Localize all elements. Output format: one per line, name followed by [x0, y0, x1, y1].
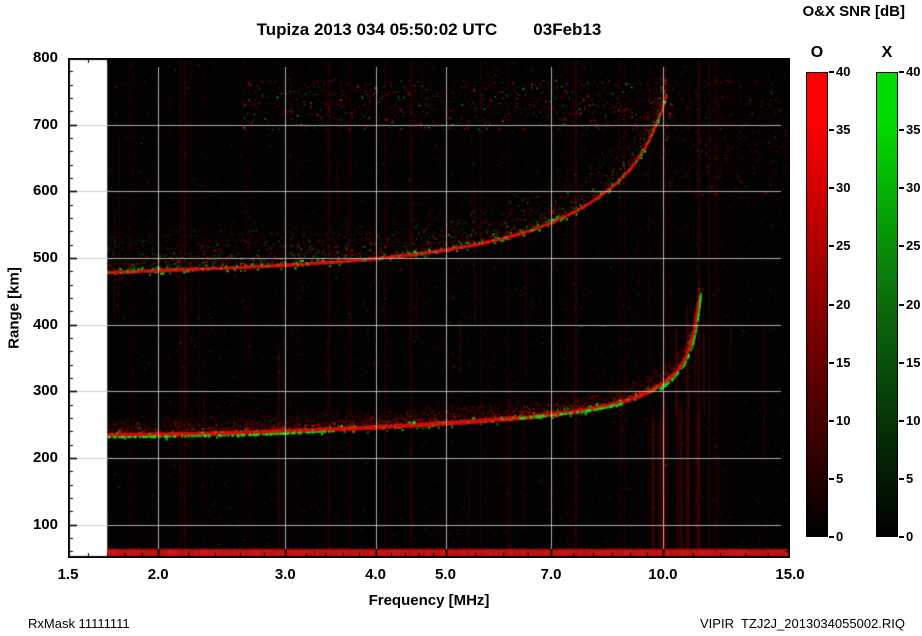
colorbar-tick-label: 35 [836, 122, 851, 138]
colorbar-tick-label: 30 [836, 180, 851, 196]
x-tick-label: 1.5 [57, 566, 79, 583]
colorbar-title: O&X SNR [dB] [802, 3, 906, 20]
x-tick-label: 15.0 [775, 566, 805, 583]
source-file-text: VIPIR TZJ2J_2013034055002.RIQ [700, 616, 905, 631]
colorbar-tick [899, 303, 904, 306]
colorbar-o-label: O [810, 44, 824, 61]
colorbar-tick [829, 477, 834, 480]
colorbar-tick [899, 419, 904, 422]
colorbar-tick [899, 245, 904, 248]
colorbar-tick-label: 30 [906, 180, 921, 196]
colorbar-tick [829, 536, 834, 538]
colorbar-tick [829, 419, 834, 422]
x-tick-label: 4.0 [365, 566, 386, 583]
y-tick-label: 500 [32, 249, 58, 266]
x-tick-label: 3.0 [274, 566, 296, 583]
y-tick-label: 200 [32, 449, 58, 466]
x-tick-label: 7.0 [540, 566, 562, 583]
x-tick-label: 5.0 [435, 566, 456, 583]
plot-date: 03Feb13 [533, 20, 602, 39]
colorbar-tick-label: 25 [906, 238, 921, 254]
plot-title: Tupiza 2013 034 05:50:02 UTC 03Feb13 [68, 20, 790, 40]
y-tick-label: 100 [32, 515, 58, 533]
y-axis-title: Range [km] [5, 267, 23, 349]
colorbar-tick [899, 477, 904, 480]
colorbar-tick [829, 71, 834, 73]
y-tick-label: 400 [32, 315, 58, 333]
colorbar-tick-label: 40 [836, 64, 851, 79]
colorbar-tick-label: 25 [836, 238, 851, 254]
colorbar-tick-label: 10 [836, 412, 851, 428]
colorbar-tick [899, 71, 904, 73]
colorbar-tick-label: 10 [906, 412, 921, 428]
colorbar-tick-label: 15 [836, 354, 851, 370]
colorbar-tick-label: 20 [906, 296, 921, 312]
plot-title-text: Tupiza 2013 034 05:50:02 UTC [256, 20, 498, 39]
y-tick-label: 600 [32, 182, 58, 200]
colorbar-tick-label: 0 [836, 529, 844, 544]
x-axis-title: Frequency [MHz] [368, 592, 490, 609]
colorbar-tick-label: 15 [906, 354, 921, 370]
colorbar-tick [829, 187, 834, 190]
colorbar-tick [899, 536, 904, 538]
colorbar-tick-label: 0 [906, 529, 914, 544]
colorbar-tick [899, 187, 904, 190]
ionogram-canvas [68, 58, 790, 558]
colorbar-tick-label: 20 [836, 296, 851, 312]
colorbar-tick [829, 245, 834, 248]
colorbar-tick-label: 5 [836, 470, 844, 486]
colorbar-tick [829, 303, 834, 306]
colorbar-tick [829, 361, 834, 364]
colorbar-tick [899, 361, 904, 364]
colorbar-tick-label: 40 [906, 64, 921, 79]
colorbar-tick-label: 5 [906, 470, 914, 486]
rxmask-text: RxMask 11111111 [28, 616, 130, 631]
colorbar-tick [829, 129, 834, 132]
y-tick-label: 300 [32, 382, 58, 400]
y-tick-label: 800 [32, 49, 58, 66]
colorbar-x-label: X [881, 44, 893, 61]
colorbar-tick-label: 35 [906, 122, 921, 138]
y-tick-label: 700 [32, 115, 58, 133]
colorbar-x [876, 72, 898, 537]
x-tick-label: 10.0 [648, 566, 678, 583]
colorbar-tick [899, 129, 904, 132]
x-tick-label: 2.0 [147, 566, 169, 583]
colorbar-o [806, 72, 828, 537]
